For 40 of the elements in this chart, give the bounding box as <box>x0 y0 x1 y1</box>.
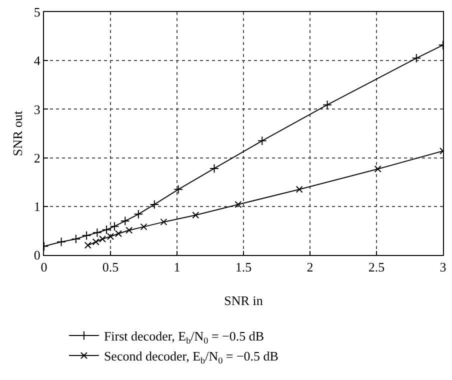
point <box>56 237 66 247</box>
point <box>84 242 92 249</box>
y-axis-title: SNR out <box>10 110 25 156</box>
point <box>234 200 242 208</box>
x-tick-label: 0.5 <box>102 260 119 275</box>
x-tick-label: 3 <box>440 260 446 275</box>
point <box>126 226 133 234</box>
point <box>102 225 112 234</box>
legend-label: First decoder, E$_{b}$/N$_{0}$ = −0.5 dB <box>104 328 264 346</box>
point <box>257 136 267 146</box>
legend-label: Second decoder, E$_{b}$/N$_{0}$ = −0.5 dB <box>104 348 279 366</box>
point <box>374 165 382 172</box>
x-axis-title: SNR in <box>224 293 264 308</box>
point <box>114 230 122 238</box>
point <box>322 100 332 110</box>
point <box>82 230 92 240</box>
x-tick-label: 2 <box>306 260 314 275</box>
y-tick-label: 0 <box>34 248 40 263</box>
x-tick-label: 2.5 <box>368 260 385 275</box>
point <box>192 212 200 219</box>
point <box>174 184 184 194</box>
point <box>110 222 120 232</box>
point <box>71 234 81 244</box>
point <box>210 164 219 174</box>
point <box>412 53 422 63</box>
point <box>134 209 144 219</box>
y-tick-label: 2 <box>34 150 40 166</box>
x-tick-label: 1.5 <box>235 260 252 275</box>
point <box>92 228 102 238</box>
y-tick-label: 3 <box>34 102 40 117</box>
point <box>120 216 130 226</box>
y-tick-label: 1 <box>34 198 40 214</box>
point <box>160 218 168 226</box>
point <box>296 186 303 193</box>
y-tick-label: 5 <box>34 4 40 20</box>
point <box>107 233 114 240</box>
x-tick-label: 1 <box>174 260 180 275</box>
y-tick-label: 4 <box>34 53 41 68</box>
point <box>140 223 148 230</box>
point <box>150 200 160 210</box>
